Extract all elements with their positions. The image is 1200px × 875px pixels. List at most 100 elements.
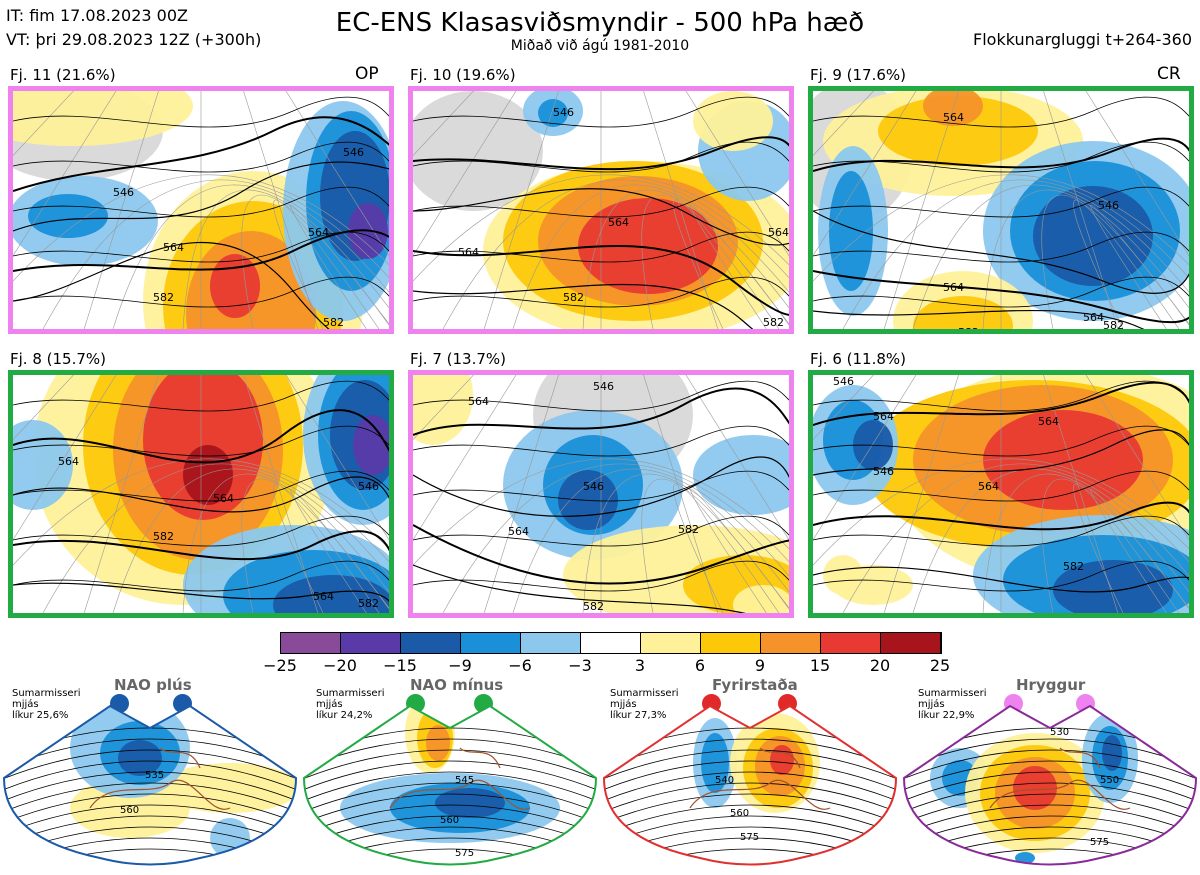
cluster-label: Fj. 11 (21.6%)	[10, 66, 116, 84]
regime-contour-label: 575	[740, 832, 759, 843]
init-time: IT: fim 17.08.2023 00Z	[6, 6, 188, 25]
contour-label: 564	[943, 281, 964, 294]
cluster-label: Fj. 7 (13.7%)	[410, 350, 506, 368]
cluster-map-6: 546 564 546 564 564 582	[808, 370, 1194, 618]
contour-label: 564	[163, 241, 184, 254]
contour-label: 546	[593, 380, 614, 393]
page-title: EC-ENS Klasasviðsmyndir - 500 hPa hæð	[335, 8, 865, 38]
regime-contour-label: 560	[440, 815, 459, 826]
contour-label: 582	[1063, 560, 1084, 573]
colorbar-tick-label: −15	[383, 656, 417, 675]
regime-map-2: 545 560 575	[300, 688, 600, 871]
contour-label: 582	[153, 291, 174, 304]
contour-label: 564	[508, 525, 529, 538]
colorbar-segment	[881, 633, 941, 653]
page-subtitle: Miðað við ágú 1981-2010	[510, 38, 690, 54]
regime-note: Sumarmisseri mjjás líkur 27,3%	[610, 688, 679, 721]
colorbar-segment	[521, 633, 581, 653]
contour-label: 546	[1098, 199, 1119, 212]
classification-window: Flokkunargluggi t+264-360	[973, 30, 1192, 49]
colorbar-tick-label: −3	[568, 656, 592, 675]
cluster-tag: CR	[1157, 64, 1181, 84]
contour-label: 564	[213, 492, 234, 505]
colorbar-tick-label: 20	[869, 656, 891, 675]
contour-label: 564	[1038, 415, 1059, 428]
contour-label: 546	[833, 375, 854, 388]
contour-label: 564	[978, 480, 999, 493]
contour-label: 564	[768, 226, 789, 239]
regime-map-1: 535 560	[0, 688, 300, 871]
regime-contour-label: 575	[1090, 837, 1109, 848]
colorbar-tick-label: 25	[929, 656, 951, 675]
contour-label: 564	[458, 246, 479, 259]
contour-label: 582	[958, 326, 979, 329]
colorbar-tick-label: 6	[694, 656, 706, 675]
regime-note: Sumarmisseri mjjás líkur 24,2%	[316, 688, 385, 721]
cluster-map-2: 546 564 564 582 582 564	[408, 86, 794, 334]
contour-label: 546	[553, 106, 574, 119]
colorbar-segment	[281, 633, 341, 653]
contour-label: 546	[873, 465, 894, 478]
colorbar-tick-label: 9	[754, 656, 766, 675]
colorbar-segment	[401, 633, 461, 653]
regime-contour-label: 540	[715, 775, 734, 786]
regime-title: Fyrirstaða	[712, 676, 798, 694]
regime-contour-label: 550	[1100, 775, 1119, 786]
colorbar-segment	[641, 633, 701, 653]
regime-map-4: 530 550 575	[900, 688, 1200, 871]
colorbar-segment	[341, 633, 401, 653]
contour-label: 564	[313, 590, 334, 603]
valid-time: VT: þri 29.08.2023 12Z (+300h)	[6, 30, 262, 49]
colorbar-tick-label: 3	[634, 656, 646, 675]
cluster-map-5: 546 564 546 564 582 582	[408, 370, 794, 618]
contour-label: 582	[763, 316, 784, 329]
contour-label: 564	[58, 455, 79, 468]
regime-note: Sumarmisseri mjjás líkur 25,6%	[12, 688, 81, 721]
colorbar-segment	[761, 633, 821, 653]
cluster-label: Fj. 8 (15.7%)	[10, 350, 106, 368]
contour-label: 582	[1103, 319, 1124, 329]
colorbar	[280, 632, 942, 654]
colorbar-tick-label: 15	[809, 656, 831, 675]
regime-contour-label: 560	[730, 808, 749, 819]
contour-label: 546	[358, 480, 379, 493]
contour-label: 582	[678, 523, 699, 536]
contour-label: 564	[308, 226, 329, 239]
colorbar-tick-label: −25	[263, 656, 297, 675]
contour-label: 582	[583, 600, 604, 613]
contour-label: 582	[358, 597, 379, 610]
contour-label: 564	[1083, 311, 1104, 324]
contour-label: 564	[873, 410, 894, 423]
cluster-label: Fj. 9 (17.6%)	[810, 66, 906, 84]
colorbar-segment	[581, 633, 641, 653]
cluster-tag: OP	[355, 64, 379, 84]
regime-map-3: 540 560 575	[600, 688, 900, 871]
regime-note: Sumarmisseri mjjás líkur 22,9%	[918, 688, 987, 721]
contour-label: 564	[943, 111, 964, 124]
contour-label: 546	[583, 480, 604, 493]
cluster-label: Fj. 6 (11.8%)	[810, 350, 906, 368]
regime-contour-label: 575	[455, 848, 474, 859]
regime-contour-label: 560	[120, 805, 139, 816]
colorbar-tick-label: −20	[323, 656, 357, 675]
contour-label: 546	[113, 186, 134, 199]
colorbar-segment	[461, 633, 521, 653]
cluster-label: Fj. 10 (19.6%)	[410, 66, 516, 84]
regime-title: NAO plús	[114, 676, 192, 694]
contour-label: 546	[343, 146, 364, 159]
contour-label: 564	[468, 395, 489, 408]
regime-contour-label: 545	[455, 775, 474, 786]
colorbar-tick-label: −9	[448, 656, 472, 675]
colorbar-segment	[701, 633, 761, 653]
colorbar-segment	[821, 633, 881, 653]
contour-label: 582	[563, 291, 584, 304]
cluster-map-4: 564 564 546 582 564 582	[8, 370, 394, 618]
cluster-map-3: 564546564564582582	[808, 86, 1194, 334]
contour-label: 582	[153, 530, 174, 543]
colorbar-tick-label: −6	[508, 656, 532, 675]
regime-title: Hryggur	[1016, 676, 1086, 694]
contour-label: 582	[323, 316, 344, 329]
cluster-map-1: 546 564 582 564 546 582	[8, 86, 394, 334]
regime-title: NAO mínus	[410, 676, 504, 694]
contour-label: 564	[608, 216, 629, 229]
